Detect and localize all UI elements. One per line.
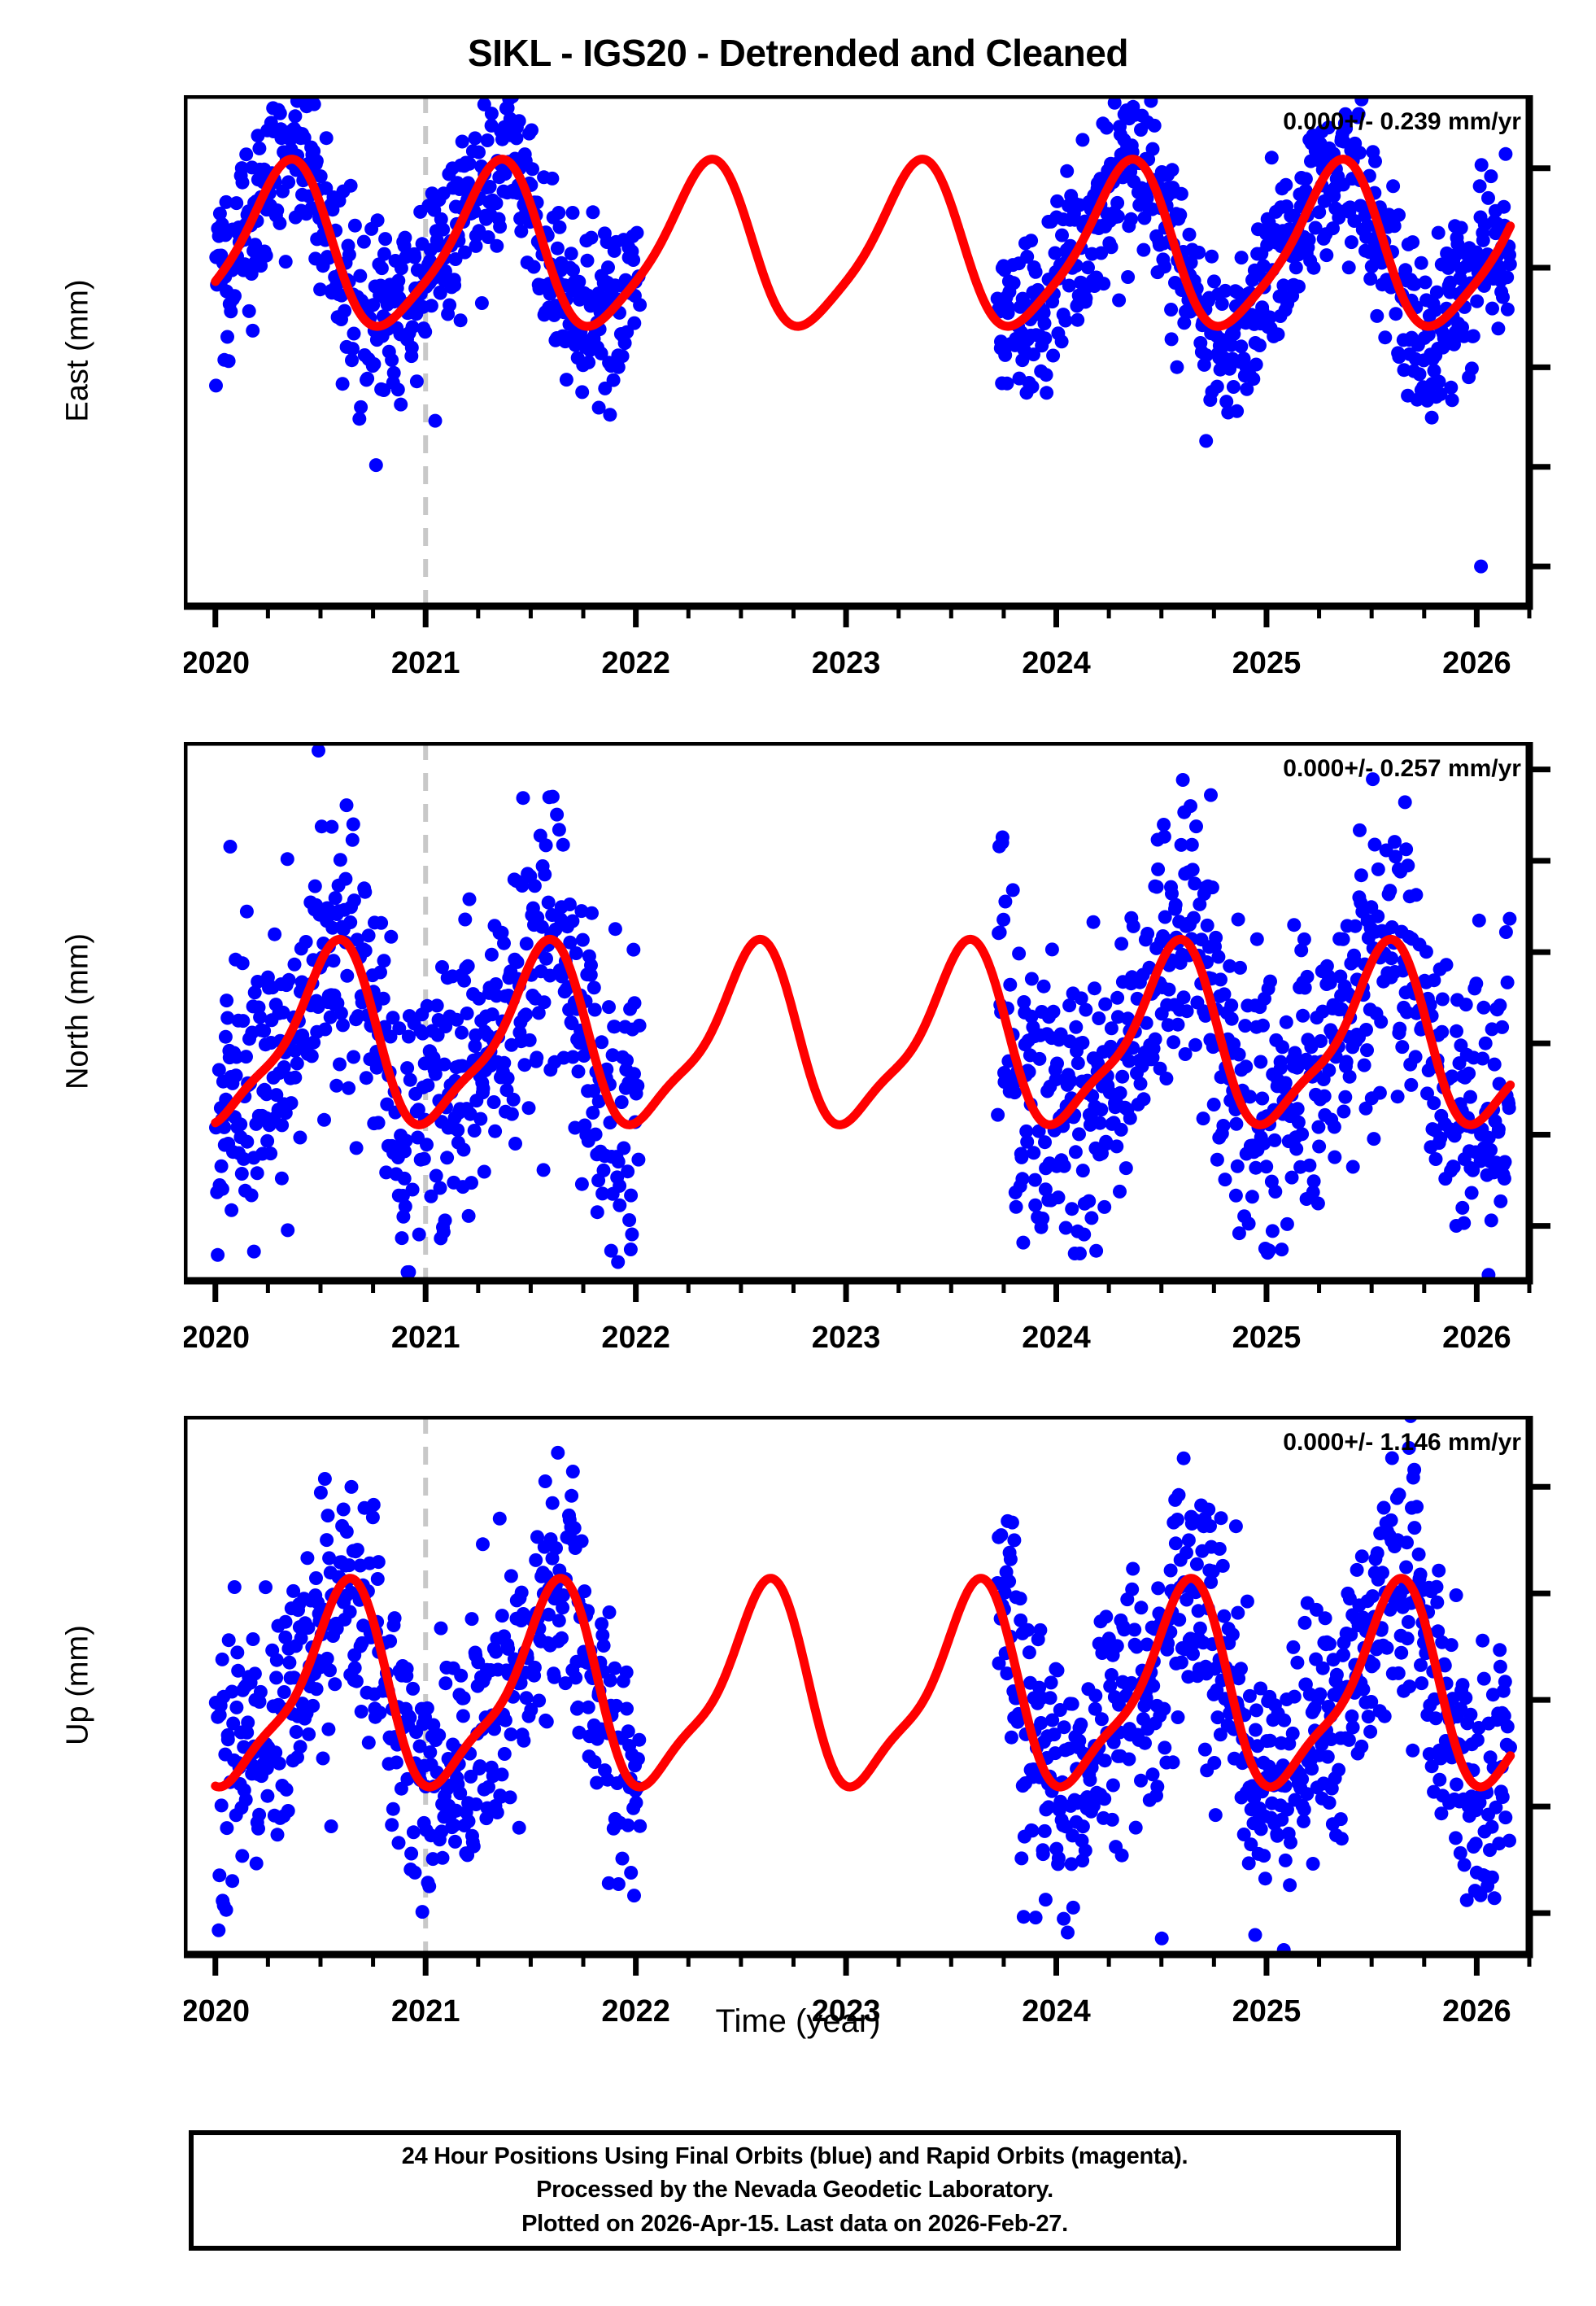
panel-north: 6420−2−42020202120222023202420252026 xyxy=(184,742,1596,1395)
axis-label-east: East (mm) xyxy=(60,279,95,422)
axis-ticks-up xyxy=(212,1483,1550,1976)
model-fit-curve-up xyxy=(211,1574,1515,1792)
model-fit-curve-east xyxy=(211,155,1515,331)
xtick-label: 2020 xyxy=(184,1321,250,1355)
footer-line-2: Processed by the Nevada Geodetic Laborat… xyxy=(536,2177,1053,2203)
xtick-label: 2024 xyxy=(1022,646,1091,680)
xtick-label: 2021 xyxy=(391,646,460,680)
xtick-label: 2024 xyxy=(1022,1321,1091,1355)
rate-annotation-east: 0.000+/- 0.239 mm/yr xyxy=(1283,108,1521,135)
xtick-label: 2020 xyxy=(184,1994,250,2029)
scatter-points-north xyxy=(209,744,1517,1281)
page-title: SIKL - IGS20 - Detrended and Cleaned xyxy=(468,32,1128,74)
scatter-points-up xyxy=(208,1416,1517,1954)
panel-east: 30−3−6−92020202120222023202420252026 xyxy=(184,95,1596,720)
axis-ticks-north xyxy=(212,766,1550,1302)
xtick-label: 2021 xyxy=(391,1321,460,1355)
footer-line-1: 24 Hour Positions Using Final Orbits (bl… xyxy=(401,2143,1188,2170)
xtick-label: 2025 xyxy=(1232,646,1302,680)
xtick-label: 2022 xyxy=(601,1321,670,1355)
xtick-label: 2026 xyxy=(1442,646,1511,680)
rate-annotation-north: 0.000+/- 0.257 mm/yr xyxy=(1283,755,1521,782)
plot-frame-north xyxy=(184,742,1533,1285)
panel-up: 1890−9−182020202120222023202420252026 xyxy=(184,1416,1596,2068)
xtick-label: 2024 xyxy=(1022,1994,1091,2029)
xtick-label: 2026 xyxy=(1442,1994,1511,2029)
xtick-label: 2023 xyxy=(812,646,881,680)
axis-ticks-east xyxy=(212,165,1550,627)
data-layer-up xyxy=(208,1416,1517,1954)
xtick-label: 2025 xyxy=(1232,1994,1302,2029)
rate-annotation-up: 0.000+/- 1.146 mm/yr xyxy=(1283,1429,1521,1456)
xtick-label: 2022 xyxy=(601,646,670,680)
data-layer-north xyxy=(209,744,1517,1281)
xtick-label: 2021 xyxy=(391,1994,460,2029)
axis-label-time: Time (year) xyxy=(715,2003,881,2039)
axis-label-north: North (mm) xyxy=(60,932,95,1090)
data-layer-east xyxy=(209,95,1517,574)
plot-frame-east xyxy=(184,95,1533,610)
plot-frame-up xyxy=(184,1416,1533,1959)
xtick-label: 2022 xyxy=(601,1994,670,2029)
scatter-points-east xyxy=(209,95,1517,574)
xtick-label: 2023 xyxy=(812,1994,881,2029)
axis-label-up: Up (mm) xyxy=(60,1625,95,1745)
footer-line-3: Plotted on 2026-Apr-15. Last data on 202… xyxy=(521,2210,1068,2237)
xtick-label: 2023 xyxy=(812,1321,881,1355)
footer-note-box: 24 Hour Positions Using Final Orbits (bl… xyxy=(189,2130,1401,2251)
model-fit-curve-north xyxy=(211,934,1515,1129)
xtick-label: 2025 xyxy=(1232,1321,1302,1355)
xtick-label: 2020 xyxy=(184,646,250,680)
xtick-label: 2026 xyxy=(1442,1321,1511,1355)
